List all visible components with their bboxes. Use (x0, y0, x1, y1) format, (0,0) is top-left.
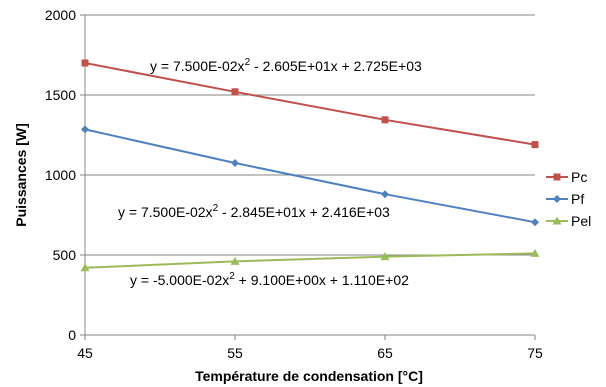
y-tick-label-1500: 1500 (45, 87, 76, 103)
legend-label-pf: Pf (571, 191, 584, 207)
x-tick-labels: 45 55 65 75 (77, 345, 543, 361)
equation-pel: y = -5.000E-02x2 + 9.100E+00x + 1.110E+0… (130, 271, 409, 288)
point-pf-55 (231, 159, 239, 167)
y-tick-label-0: 0 (68, 327, 76, 343)
point-pel-75 (530, 248, 540, 257)
equation-pf: y = 7.500E-02x2 - 2.845E+01x + 2.416E+03 (118, 203, 390, 220)
x-tick-label-65: 65 (377, 345, 393, 361)
x-tick-label-45: 45 (77, 345, 93, 361)
legend-label-pc: Pc (571, 169, 587, 185)
point-pel-45 (80, 263, 90, 272)
point-pel-65 (380, 252, 390, 261)
point-pc-55 (231, 88, 239, 96)
series-line-pf (84, 128, 536, 224)
point-pc-45 (81, 59, 89, 67)
y-tick-label-500: 500 (53, 247, 77, 263)
legend-marker-pf (553, 195, 561, 203)
x-tick-label-75: 75 (527, 345, 543, 361)
point-pf-65 (381, 190, 389, 199)
series-line-pc (84, 62, 536, 146)
legend: Pc Pf Pel (546, 169, 591, 229)
point-pf-75 (531, 218, 539, 227)
x-tick-label-55: 55 (227, 345, 243, 361)
point-pc-75 (531, 141, 539, 149)
legend-marker-pc (553, 173, 561, 181)
point-pc-65 (381, 116, 389, 124)
series-group (80, 59, 540, 272)
y-axis-title: Puissances [W] (13, 123, 29, 226)
series-line-pel (84, 252, 536, 269)
point-pf-45 (81, 125, 89, 134)
y-tick-label-1000: 1000 (45, 167, 76, 183)
legend-label-pel: Pel (571, 213, 591, 229)
legend-marker-pel (552, 216, 562, 225)
axes (80, 14, 536, 340)
equation-pc: y = 7.500E-02x2 - 2.605E+01x + 2.725E+03 (150, 57, 422, 74)
x-axis-title: Température de condensation [°C] (195, 368, 423, 384)
y-tick-labels: 0 500 1000 1500 2000 (45, 7, 76, 343)
point-pel-55 (230, 256, 240, 265)
y-tick-label-2000: 2000 (45, 7, 76, 23)
